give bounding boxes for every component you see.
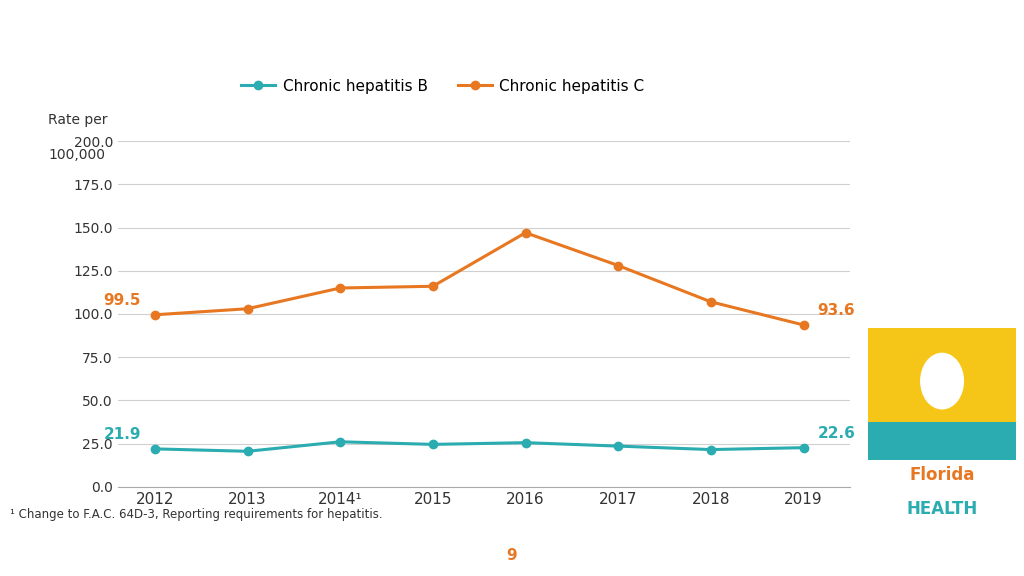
FancyBboxPatch shape bbox=[868, 422, 1016, 460]
Circle shape bbox=[921, 353, 964, 409]
Text: Rate per: Rate per bbox=[48, 113, 108, 127]
Text: 100,000: 100,000 bbox=[48, 148, 105, 162]
Text: HEALTH: HEALTH bbox=[906, 500, 978, 518]
Text: ¹ Change to F.A.C. 64D-3, Reporting requirements for hepatitis.: ¹ Change to F.A.C. 64D-3, Reporting requ… bbox=[10, 508, 383, 521]
Text: 93.6: 93.6 bbox=[817, 304, 855, 319]
FancyBboxPatch shape bbox=[868, 328, 1016, 460]
Text: 99.5: 99.5 bbox=[103, 293, 141, 308]
Text: Florida: Florida bbox=[909, 466, 975, 484]
Circle shape bbox=[154, 541, 870, 570]
Text: 22.6: 22.6 bbox=[817, 426, 855, 441]
Text: Rates of Chronic Hepatitis in Florida,: Rates of Chronic Hepatitis in Florida, bbox=[178, 29, 846, 60]
Text: 2012–2019: 2012–2019 bbox=[415, 75, 609, 107]
Text: 21.9: 21.9 bbox=[103, 427, 141, 442]
Legend: Chronic hepatitis B, Chronic hepatitis C: Chronic hepatitis B, Chronic hepatitis C bbox=[236, 73, 650, 100]
Text: 9: 9 bbox=[507, 548, 517, 563]
